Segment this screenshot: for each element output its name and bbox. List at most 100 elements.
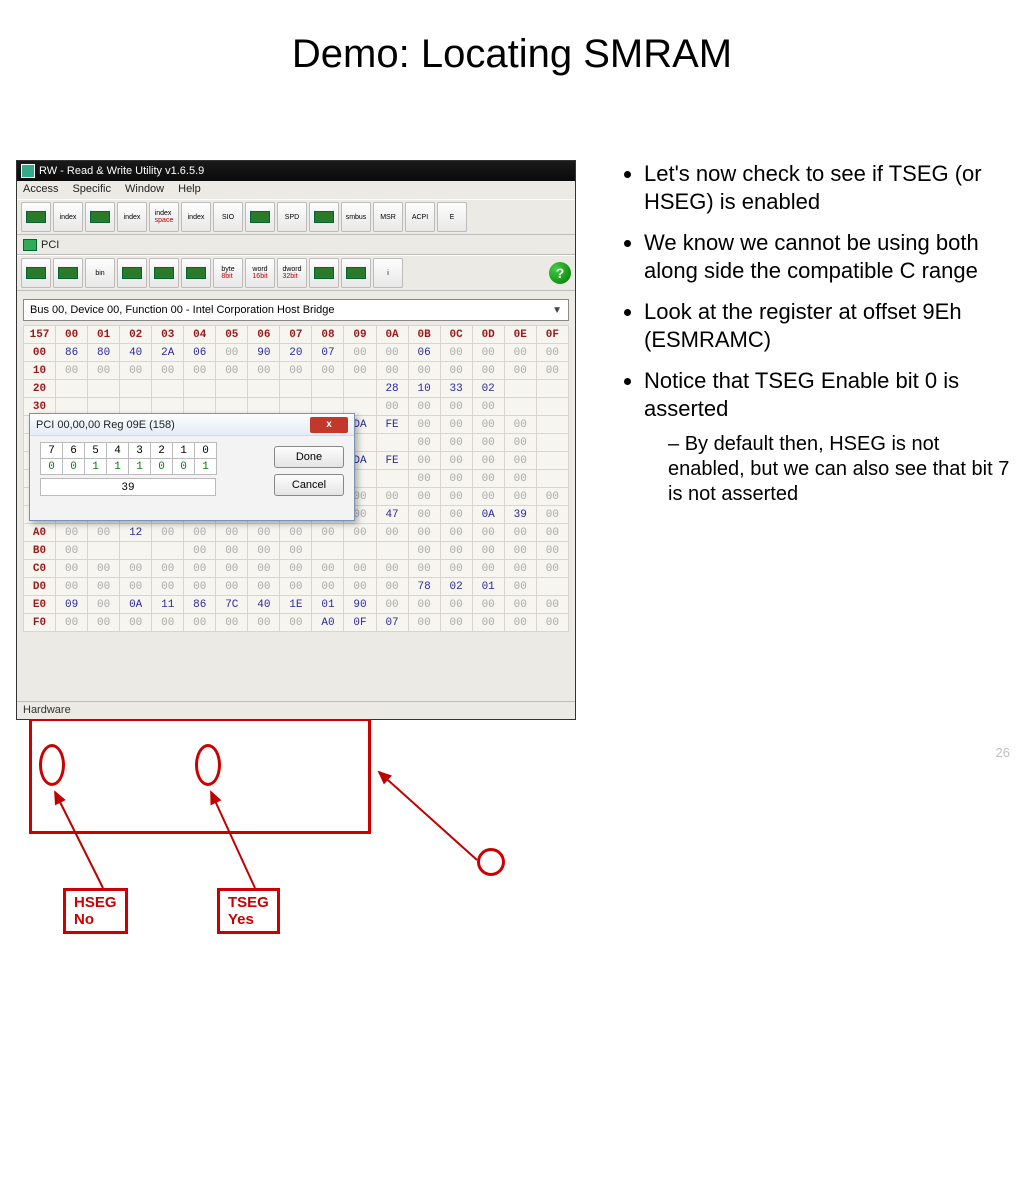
hex-cell[interactable]: 00 bbox=[536, 524, 568, 542]
hex-cell[interactable] bbox=[376, 542, 408, 560]
hex-cell[interactable]: 07 bbox=[376, 614, 408, 632]
hex-cell[interactable]: 02 bbox=[440, 578, 472, 596]
hex-cell[interactable] bbox=[312, 380, 344, 398]
bit-val-4[interactable]: 1 bbox=[129, 459, 151, 475]
hex-cell[interactable]: 00 bbox=[248, 524, 280, 542]
hex-cell[interactable]: 00 bbox=[472, 344, 504, 362]
hex-cell[interactable]: 00 bbox=[280, 560, 312, 578]
hex-cell[interactable]: 00 bbox=[56, 542, 88, 560]
bit-val-6[interactable]: 0 bbox=[173, 459, 195, 475]
hex-cell[interactable]: 00 bbox=[440, 452, 472, 470]
hex-cell[interactable]: 00 bbox=[312, 578, 344, 596]
hex-cell[interactable]: 12 bbox=[120, 524, 152, 542]
tool-btn-tb1-13[interactable]: E bbox=[437, 202, 467, 232]
hex-cell[interactable]: 00 bbox=[120, 362, 152, 380]
hex-cell[interactable]: 00 bbox=[216, 578, 248, 596]
tool-btn-tb2-7[interactable]: word16bit bbox=[245, 258, 275, 288]
hex-cell[interactable]: 00 bbox=[472, 452, 504, 470]
hex-cell[interactable]: 00 bbox=[56, 614, 88, 632]
hex-cell[interactable]: 00 bbox=[88, 560, 120, 578]
menu-window[interactable]: Window bbox=[125, 183, 164, 197]
hex-cell[interactable]: 00 bbox=[408, 470, 440, 488]
hex-cell[interactable]: 02 bbox=[472, 380, 504, 398]
hex-cell[interactable]: 00 bbox=[536, 506, 568, 524]
hex-cell[interactable]: 00 bbox=[440, 416, 472, 434]
hex-cell[interactable]: 01 bbox=[472, 578, 504, 596]
hex-cell[interactable] bbox=[248, 380, 280, 398]
hex-cell[interactable]: 00 bbox=[536, 362, 568, 380]
hex-cell[interactable]: 0A bbox=[120, 596, 152, 614]
hex-cell[interactable] bbox=[216, 380, 248, 398]
hex-cell[interactable] bbox=[344, 542, 376, 560]
hex-cell[interactable]: 00 bbox=[184, 614, 216, 632]
hex-cell[interactable] bbox=[536, 470, 568, 488]
hex-cell[interactable]: 00 bbox=[248, 362, 280, 380]
hex-cell[interactable] bbox=[152, 380, 184, 398]
tool-btn-tb1-3[interactable]: index bbox=[117, 202, 147, 232]
hex-cell[interactable]: 00 bbox=[88, 596, 120, 614]
hex-cell[interactable]: 00 bbox=[472, 434, 504, 452]
hex-cell[interactable]: 00 bbox=[408, 434, 440, 452]
hex-cell[interactable]: 00 bbox=[280, 578, 312, 596]
hex-cell[interactable]: 00 bbox=[472, 614, 504, 632]
hex-cell[interactable]: 00 bbox=[248, 578, 280, 596]
hex-cell[interactable]: 00 bbox=[408, 524, 440, 542]
hex-cell[interactable] bbox=[120, 542, 152, 560]
cancel-button[interactable]: Cancel bbox=[274, 474, 344, 496]
hex-cell[interactable]: 90 bbox=[248, 344, 280, 362]
hex-cell[interactable] bbox=[344, 380, 376, 398]
hex-cell[interactable]: 00 bbox=[504, 542, 536, 560]
device-dropdown[interactable]: Bus 00, Device 00, Function 00 - Intel C… bbox=[23, 299, 569, 321]
hex-cell[interactable]: 10 bbox=[408, 380, 440, 398]
hex-cell[interactable]: 00 bbox=[472, 524, 504, 542]
hex-cell[interactable]: 00 bbox=[152, 578, 184, 596]
hex-cell[interactable]: 00 bbox=[120, 578, 152, 596]
hex-cell[interactable]: 00 bbox=[120, 560, 152, 578]
hex-cell[interactable] bbox=[88, 542, 120, 560]
hex-cell[interactable]: 00 bbox=[504, 362, 536, 380]
hex-cell[interactable]: 00 bbox=[536, 344, 568, 362]
register-dialog[interactable]: PCI 00,00,00 Reg 09E (158) x 76543210001… bbox=[29, 413, 355, 521]
hex-cell[interactable]: 00 bbox=[344, 344, 376, 362]
hex-cell[interactable]: 0F bbox=[344, 614, 376, 632]
done-button[interactable]: Done bbox=[274, 446, 344, 468]
bit-val-7[interactable]: 1 bbox=[195, 459, 217, 475]
hex-cell[interactable]: 00 bbox=[248, 542, 280, 560]
bit-val-3[interactable]: 1 bbox=[107, 459, 129, 475]
bit-val-2[interactable]: 1 bbox=[85, 459, 107, 475]
hex-cell[interactable]: 33 bbox=[440, 380, 472, 398]
hex-cell[interactable]: 00 bbox=[504, 560, 536, 578]
hex-cell[interactable]: 00 bbox=[408, 452, 440, 470]
hex-cell[interactable]: 00 bbox=[120, 614, 152, 632]
hex-cell[interactable]: 00 bbox=[312, 560, 344, 578]
hex-cell[interactable]: 00 bbox=[536, 542, 568, 560]
hex-cell[interactable]: 00 bbox=[440, 470, 472, 488]
hex-cell[interactable]: 00 bbox=[184, 578, 216, 596]
hex-cell[interactable] bbox=[536, 398, 568, 416]
hex-cell[interactable]: 00 bbox=[216, 560, 248, 578]
hex-cell[interactable] bbox=[536, 434, 568, 452]
bit-val-0[interactable]: 0 bbox=[41, 459, 63, 475]
tool-btn-tb1-4[interactable]: indexspace bbox=[149, 202, 179, 232]
hex-cell[interactable]: 00 bbox=[408, 614, 440, 632]
hex-cell[interactable]: 2A bbox=[152, 344, 184, 362]
hex-cell[interactable]: FE bbox=[376, 416, 408, 434]
hex-cell[interactable]: 00 bbox=[472, 596, 504, 614]
hex-cell[interactable]: 00 bbox=[344, 560, 376, 578]
hex-cell[interactable]: 00 bbox=[312, 524, 344, 542]
hex-cell[interactable]: 86 bbox=[184, 596, 216, 614]
hex-cell[interactable]: 00 bbox=[408, 560, 440, 578]
hex-cell[interactable]: 28 bbox=[376, 380, 408, 398]
hex-cell[interactable]: 00 bbox=[440, 362, 472, 380]
tool-btn-tb2-9[interactable] bbox=[309, 258, 339, 288]
hex-cell[interactable]: 06 bbox=[408, 344, 440, 362]
hex-cell[interactable]: 00 bbox=[184, 542, 216, 560]
hex-cell[interactable]: 00 bbox=[472, 488, 504, 506]
hex-cell[interactable]: 1E bbox=[280, 596, 312, 614]
tool-btn-tb1-10[interactable]: smbus bbox=[341, 202, 371, 232]
hex-cell[interactable] bbox=[536, 416, 568, 434]
tool-btn-tb2-4[interactable] bbox=[149, 258, 179, 288]
hex-cell[interactable]: 00 bbox=[312, 362, 344, 380]
hex-cell[interactable]: 00 bbox=[472, 416, 504, 434]
hex-cell[interactable]: 00 bbox=[344, 362, 376, 380]
